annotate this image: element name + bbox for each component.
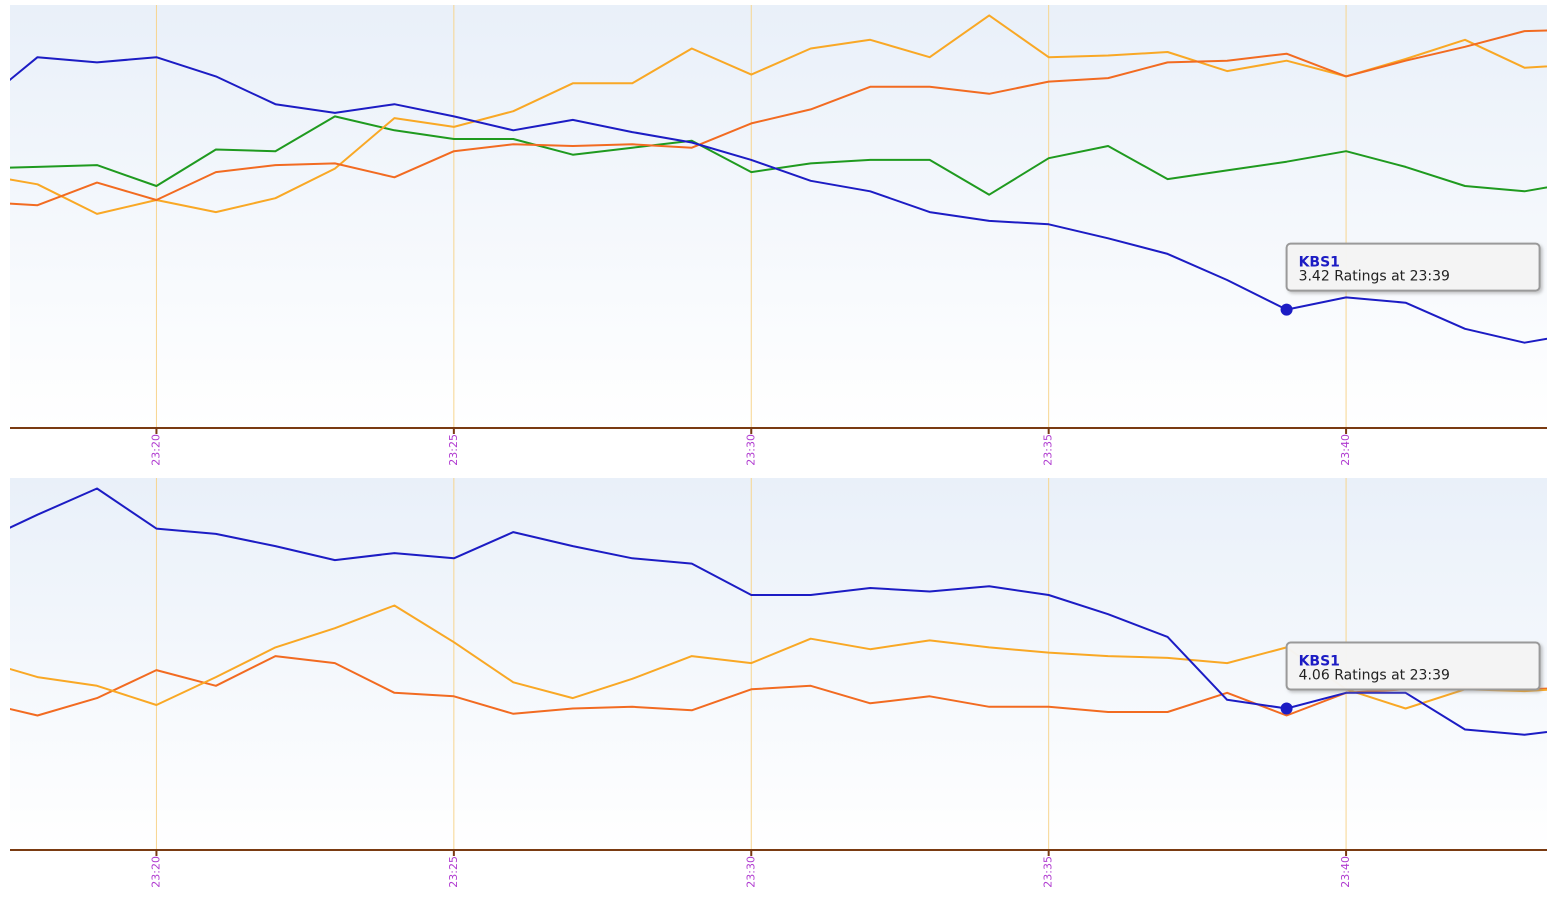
hover-point — [1280, 702, 1293, 715]
series-line — [10, 655, 1547, 717]
x-tick-label: 23:40 — [1339, 434, 1352, 466]
x-tick-label: 23:40 — [1339, 856, 1352, 888]
x-tick-label: 23:20 — [149, 856, 162, 888]
x-tick-label: 23:30 — [744, 434, 757, 466]
x-tick-label: 23:20 — [149, 434, 162, 466]
x-tick-label: 23:35 — [1042, 434, 1055, 466]
tooltip-text: 3.42 Ratings at 23:39 — [1299, 269, 1450, 285]
series-line — [10, 56, 1547, 344]
tooltip-title: KBS1 — [1299, 255, 1340, 271]
tooltip-title: KBS1 — [1299, 654, 1340, 670]
tooltip-box — [1285, 641, 1541, 691]
x-tick-label: 23:35 — [1042, 856, 1055, 888]
x-tick-label: 23:25 — [447, 434, 460, 466]
lines — [10, 14, 1547, 344]
hover-point — [1280, 303, 1293, 316]
series-line — [10, 115, 1547, 196]
series-line — [10, 14, 1547, 215]
x-tick-label: 23:30 — [744, 856, 757, 888]
series-line — [10, 29, 1547, 207]
x-tick-label: 23:25 — [447, 856, 460, 888]
plot-background — [10, 5, 1547, 428]
series-line — [10, 487, 1547, 736]
tooltip-box — [1285, 242, 1541, 292]
tooltip-text: 4.06 Ratings at 23:39 — [1299, 668, 1450, 684]
